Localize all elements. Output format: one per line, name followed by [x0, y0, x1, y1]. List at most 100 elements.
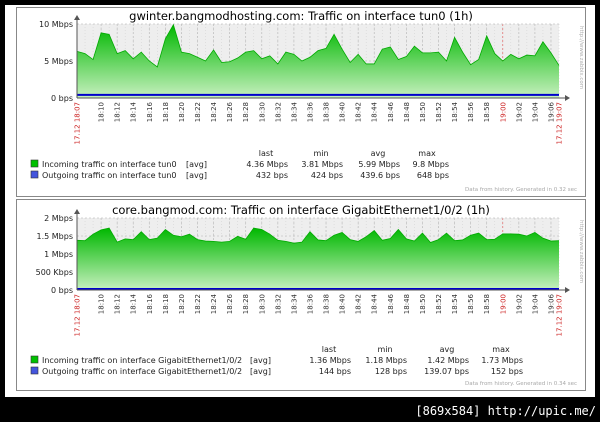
x-tick-label: 18:52 [435, 294, 443, 314]
traffic-chart-tun0: gwinter.bangmodhosting.com: Traffic on i… [30, 9, 584, 193]
incoming-traffic-line [76, 227, 560, 244]
x-tick-label: 19:04 [531, 293, 539, 314]
x-tick-label: 18:44 [371, 293, 379, 314]
legend-value-min: 1.18 Mbps [365, 356, 407, 365]
chart-title: gwinter.bangmodhosting.com: Traffic on i… [129, 9, 473, 23]
x-tick-label: 18:40 [339, 294, 347, 314]
x-tick-label: 19:02 [515, 102, 523, 122]
x-end-label: 17.12 19:07 [556, 102, 564, 144]
x-tick-label: 19:00 [499, 102, 507, 122]
x-tick-label: 18:12 [114, 294, 122, 314]
y-tick-label: 500 Kbps [36, 268, 73, 277]
generation-note: Data from history. Generated in 0.32 sec [465, 187, 577, 193]
graph-panel-gigabitethernet: core.bangmod.com: Traffic on interface G… [16, 199, 586, 391]
x-tick-label: 18:28 [242, 294, 250, 314]
y-tick-label: 0 bps [51, 94, 73, 103]
x-tick-label: 18:18 [162, 294, 170, 314]
y-axis-arrow [74, 209, 80, 214]
legend-header-avg: avg [371, 149, 386, 158]
x-tick-label: 18:50 [419, 102, 427, 122]
x-start-label: 17.12 18:07 [74, 294, 82, 336]
zabbix-side-text: http://www.zabbix.com [578, 26, 584, 89]
x-tick-label: 18:48 [403, 294, 411, 314]
legend-func: [avg] [250, 367, 271, 376]
x-tick-label: 18:56 [467, 293, 475, 314]
x-tick-label: 19:02 [515, 294, 523, 314]
legend-value-avg: 139.07 bps [424, 367, 469, 376]
x-tick-label: 19:06 [547, 293, 555, 314]
legend-header-max: max [492, 345, 510, 354]
legend-swatch [30, 170, 39, 179]
x-end-label: 17.12 19:07 [556, 294, 564, 336]
legend-series-name: Incoming traffic on interface GigabitEth… [42, 356, 242, 365]
x-tick-label: 18:32 [274, 294, 282, 314]
x-tick-label: 18:10 [98, 294, 106, 314]
x-tick-label: 18:46 [387, 293, 395, 314]
x-tick-label: 18:16 [146, 101, 154, 122]
x-tick-label: 19:04 [531, 101, 539, 122]
x-tick-label: 18:30 [258, 102, 266, 122]
legend-header-last: last [259, 149, 273, 158]
y-tick-label: 0 bps [51, 286, 73, 295]
x-tick-label: 18:48 [403, 102, 411, 122]
x-tick-label: 18:38 [323, 102, 331, 122]
legend-value-avg: 5.99 Mbps [358, 160, 400, 169]
x-tick-label: 18:38 [323, 294, 331, 314]
legend-header-min: min [313, 149, 328, 158]
x-tick-label: 18:14 [130, 293, 138, 314]
x-start-label: 17.12 18:07 [74, 102, 82, 144]
x-tick-label: 18:40 [339, 102, 347, 122]
legend-value-max: 648 bps [417, 171, 449, 180]
x-tick-label: 18:46 [387, 101, 395, 122]
x-tick-label: 18:24 [210, 101, 218, 122]
legend-value-avg: 439.6 bps [360, 171, 400, 180]
x-tick-label: 18:42 [355, 294, 363, 314]
x-tick-label: 18:58 [483, 294, 491, 314]
incoming-traffic-area [77, 24, 559, 99]
x-tick-label: 18:52 [435, 102, 443, 122]
x-tick-label: 19:06 [547, 101, 555, 122]
x-tick-label: 18:18 [162, 102, 170, 122]
x-tick-label: 18:24 [210, 293, 218, 314]
image-footer: [869x584] http://upic.me/ [0, 402, 600, 422]
legend-value-last: 144 bps [319, 367, 351, 376]
y-tick-label: 10 Mbps [39, 20, 73, 29]
x-tick-label: 18:26 [226, 293, 234, 314]
x-tick-label: 18:20 [178, 294, 186, 314]
legend-value-min: 128 bps [375, 367, 407, 376]
x-tick-label: 18:22 [194, 294, 202, 314]
x-tick-label: 18:12 [114, 102, 122, 122]
legend-value-avg: 1.42 Mbps [427, 356, 469, 365]
x-tick-label: 18:10 [98, 102, 106, 122]
legend-header-last: last [322, 345, 336, 354]
legend-func: [avg] [186, 160, 207, 169]
traffic-chart-gigabitethernet: core.bangmod.com: Traffic on interface G… [30, 203, 584, 387]
x-axis-arrow [565, 287, 570, 293]
y-tick-label: 2 Mbps [44, 214, 73, 223]
legend-header-max: max [418, 149, 436, 158]
x-tick-label: 18:34 [290, 101, 298, 122]
x-tick-label: 18:54 [451, 293, 459, 314]
chart-title: core.bangmod.com: Traffic on interface G… [112, 203, 490, 217]
legend-swatch [30, 355, 39, 364]
x-tick-label: 18:20 [178, 102, 186, 122]
image-watermark: [869x584] http://upic.me/ [415, 404, 596, 418]
legend-value-min: 424 bps [311, 171, 343, 180]
x-tick-label: 18:44 [371, 101, 379, 122]
legend-header-avg: avg [440, 345, 455, 354]
legend-value-max: 9.8 Mbps [413, 160, 450, 169]
x-tick-label: 18:34 [290, 293, 298, 314]
graph-panel-tun0: gwinter.bangmodhosting.com: Traffic on i… [16, 7, 586, 197]
legend-func: [avg] [250, 356, 271, 365]
legend-series-name: Outgoing traffic on interface tun0 [42, 171, 177, 180]
y-tick-label: 1.5 Mbps [37, 232, 74, 241]
legend-swatch [30, 159, 39, 168]
x-tick-label: 18:58 [483, 102, 491, 122]
legend-header-min: min [377, 345, 392, 354]
legend-series-name: Incoming traffic on interface tun0 [42, 160, 177, 169]
y-axis-arrow [74, 15, 80, 20]
x-tick-label: 18:14 [130, 101, 138, 122]
y-tick-label: 1 Mbps [44, 250, 73, 259]
incoming-traffic-line [76, 23, 560, 68]
x-tick-label: 18:28 [242, 102, 250, 122]
